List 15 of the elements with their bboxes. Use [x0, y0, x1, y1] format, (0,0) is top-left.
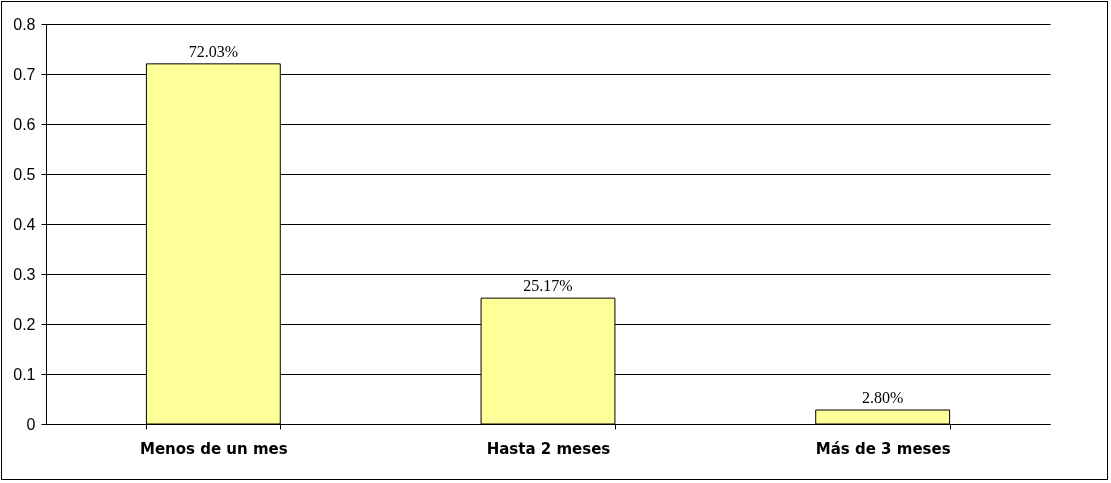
x-tick-label: Hasta 2 meses: [486, 439, 611, 458]
data-label: 25.17%: [523, 277, 573, 295]
y-tick-label: 0.6: [13, 115, 36, 133]
data-label: 2.80%: [862, 389, 904, 406]
y-tick-label: 0.8: [13, 15, 36, 33]
x-tick-label: Más de 3 meses: [815, 439, 951, 458]
y-tick-label: 0.5: [13, 165, 36, 183]
y-tick-label: 0.2: [13, 315, 36, 333]
y-tick-label: 0.4: [13, 215, 36, 233]
data-label: 72.03%: [188, 42, 238, 60]
y-tick-label: 0.1: [13, 365, 36, 383]
y-tick-label: 0.7: [13, 65, 36, 83]
x-tick-label: Menos de un mes: [139, 439, 288, 458]
y-tick-label: 0: [26, 415, 36, 433]
y-tick-label: 0.3: [13, 265, 36, 283]
